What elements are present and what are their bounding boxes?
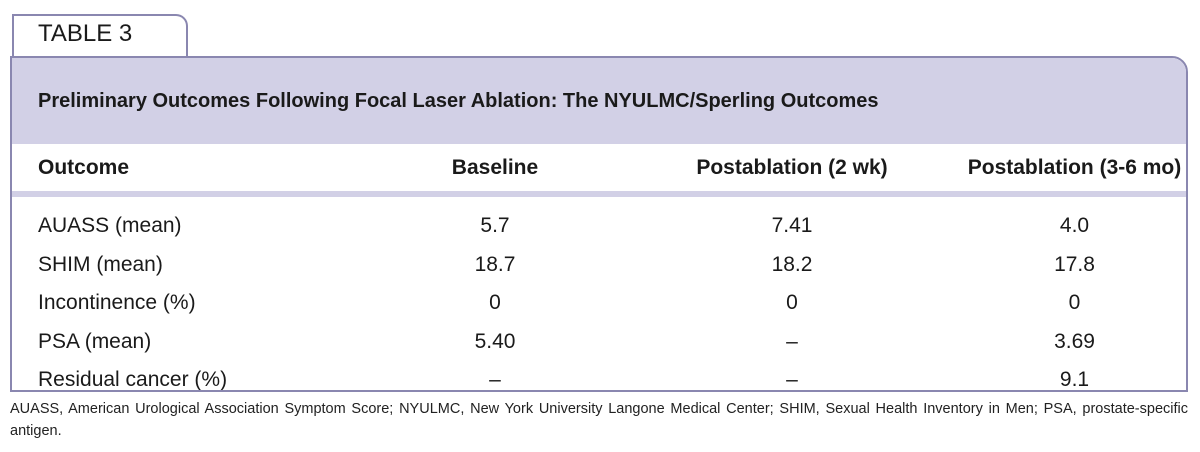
table-header: Outcome Baseline Postablation (2 wk) Pos… xyxy=(12,144,1186,197)
header-cell: Baseline xyxy=(369,144,621,197)
table-cell: 5.40 xyxy=(474,329,516,353)
table: Outcome Baseline Postablation (2 wk) Pos… xyxy=(12,144,1186,392)
table-cell: 3.69 xyxy=(1054,329,1095,353)
table-cell: Residual cancer (%) xyxy=(38,368,228,392)
table-cell: SHIM (mean) xyxy=(38,252,163,276)
table-row: AUASS (mean) 5.7 7.41 4.0 xyxy=(12,194,1186,246)
header-cell: Outcome xyxy=(12,144,369,197)
table-row: PSA (mean) 5.40 – 3.69 xyxy=(12,323,1186,362)
footnote: AUASS, American Urological Association S… xyxy=(10,401,1188,439)
table-cell: 9.1 xyxy=(1059,368,1090,392)
header-row: Outcome Baseline Postablation (2 wk) Pos… xyxy=(12,144,1186,197)
table-cell: 18.7 xyxy=(474,252,516,276)
table-cell: 0 xyxy=(1068,291,1081,315)
table-cell: 17.8 xyxy=(1054,252,1095,276)
table-row: SHIM (mean) 18.7 18.2 17.8 xyxy=(12,246,1186,285)
table-title: Preliminary Outcomes Following Focal Las… xyxy=(12,58,1186,144)
table-cell: PSA (mean) xyxy=(38,329,152,353)
tab-label: TABLE 3 xyxy=(12,14,188,56)
table-body: AUASS (mean) 5.7 7.41 4.0 SHIM (mean) 18.7 18.… xyxy=(12,194,1186,392)
table-cell: Incontinence (%) xyxy=(38,291,196,315)
table-row: Residual cancer (%) – – 9.1 xyxy=(12,361,1186,392)
table-cell: 5.7 xyxy=(480,214,510,238)
table-cell: – xyxy=(786,368,798,392)
table-box: Preliminary Outcomes Following Focal Las… xyxy=(10,56,1188,392)
table-cell: 4.0 xyxy=(1059,214,1090,238)
table-cell: AUASS (mean) xyxy=(38,214,182,238)
table-cell: – xyxy=(489,368,501,392)
table-cell: 0 xyxy=(489,291,501,315)
table-cell: 7.41 xyxy=(771,214,813,238)
table-cell: 0 xyxy=(786,291,798,315)
table-cell: – xyxy=(786,329,798,353)
header-cell: Postablation (2 wk) xyxy=(621,144,963,197)
header-cell: Postablation (3-6 mo) xyxy=(963,144,1186,197)
table-row: Incontinence (%) 0 0 0 xyxy=(12,284,1186,323)
table-cell: 18.2 xyxy=(771,252,813,276)
